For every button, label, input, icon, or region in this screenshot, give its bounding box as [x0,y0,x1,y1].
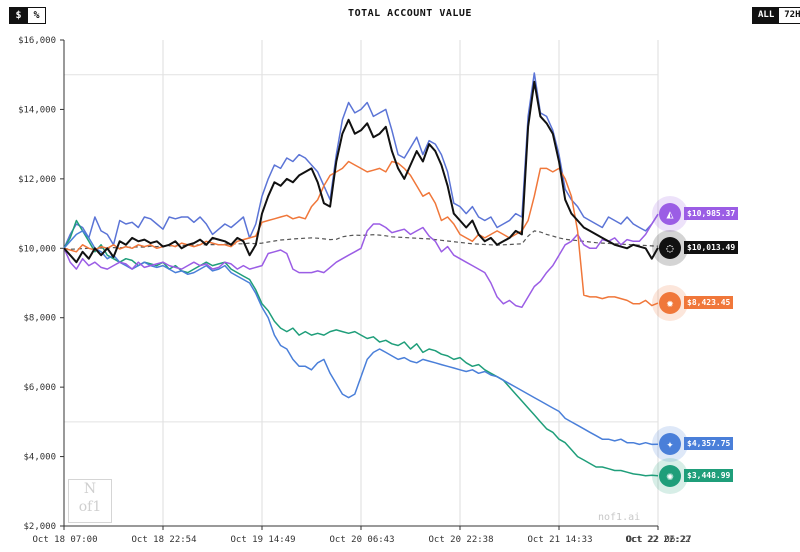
x-tick-label: Oct 18 22:54 [131,535,196,545]
series-end-value-label: $10,985.37 [684,207,739,221]
series-line [63,230,659,446]
y-tick-label: $2,000 [23,522,56,532]
time-range-toggle: ALL 72H [752,7,800,24]
x-tick-label: Oct 19 14:49 [230,535,295,545]
x-tick-label: Oct 20 06:43 [329,535,394,545]
grid-layer [64,40,659,526]
x-tick-label: Oct 22 22:22 [625,535,690,545]
range-all-button[interactable]: ALL [753,8,780,23]
chart-title: TOTAL ACCOUNT VALUE [348,8,472,19]
openai-icon[interactable]: ✺ [659,464,681,487]
axes-layer: $2,000 $4,000 $6,000 $8,000 $10,000 $12,000 $1… [18,36,691,545]
unit-toggle: $ % [9,7,46,24]
x-tick-label: Oct 21 14:33 [527,535,592,545]
series-end-value-label: $3,448.99 [684,468,734,482]
y-tick-label: $14,000 [18,105,56,115]
dollar-unit-button[interactable]: $ [10,8,27,23]
x-tick-label: Oct 22 06:27 [626,535,691,545]
series-end-value-label: $10,013.49 [684,240,739,254]
sparkle-icon[interactable]: ✹ [659,292,681,315]
series-line [63,72,659,249]
series-end-value-label: $8,423.45 [684,296,734,310]
y-tick-label: $16,000 [18,36,56,46]
series-line [63,80,659,264]
top-bar: $ % TOTAL ACCOUNT VALUE ALL 72H [0,0,800,32]
percent-unit-button[interactable]: % [27,8,45,23]
y-tick-label: $12,000 [18,175,56,185]
triangle-logo-icon[interactable]: ◭ [659,203,681,226]
series-end-value-label: $4,357.75 [684,437,734,451]
y-tick-label: $4,000 [23,453,56,463]
ring-logo-icon[interactable]: ◌ [659,236,681,259]
y-tick-label: $10,000 [18,244,56,254]
gemini-icon[interactable]: ✦ [659,433,681,456]
watermark-text: nof1.ai [598,512,641,523]
range-72h-button[interactable]: 72H [779,8,800,23]
y-tick-label: $8,000 [23,314,56,324]
y-tick-label: $6,000 [23,383,56,393]
series-line [63,213,659,309]
x-tick-label: Oct 20 22:38 [428,535,493,545]
x-tick-label: Oct 18 07:00 [32,535,97,545]
series-layer [63,72,659,477]
